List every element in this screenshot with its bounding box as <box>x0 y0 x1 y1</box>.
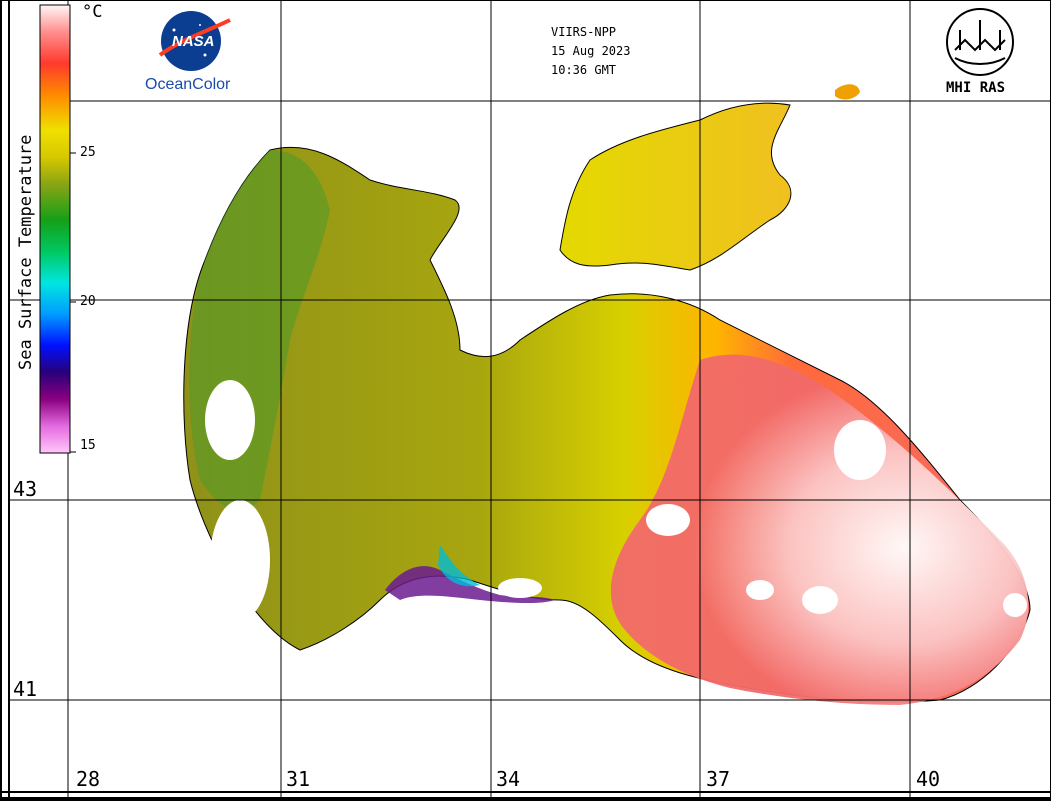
colorbar-tick-25: 25 <box>80 145 96 160</box>
institute-label: MHI RAS <box>946 80 1006 96</box>
nasa-wordmark: NASA <box>172 33 215 50</box>
bottom-tick-bar <box>0 791 1051 801</box>
nasa-logo <box>158 11 231 71</box>
lon-label-28: 28 <box>74 767 103 791</box>
lat-label-41: 41 <box>11 677 40 701</box>
lon-label-31: 31 <box>284 767 313 791</box>
graticule <box>10 0 1051 801</box>
date-label: 15 Aug 2023 <box>551 44 631 58</box>
colorbar-title: Sea Surface Temperature <box>16 134 36 370</box>
lon-label-37: 37 <box>704 767 733 791</box>
lon-label-40: 40 <box>914 767 943 791</box>
left-tick-bar <box>0 0 10 801</box>
time-label: 10:36 GMT <box>551 63 617 77</box>
colorbar-tick-20: 20 <box>80 294 96 309</box>
colorbar <box>39 4 71 454</box>
colorbar-tick-15: 15 <box>80 438 96 453</box>
sea-of-azov <box>559 102 792 271</box>
lon-label-34: 34 <box>494 767 523 791</box>
sensor-label: VIIRS-NPP <box>551 25 617 39</box>
oceancolor-caption: OceanColor <box>145 76 231 93</box>
lat-label-43: 43 <box>11 477 40 501</box>
warm-eastern-region <box>610 354 1029 705</box>
acquisition-info: VIIRS-NPP 15 Aug 2023 10:36 GMT <box>551 23 630 80</box>
mhi-ras-logo <box>946 8 1014 76</box>
colorbar-unit: °C <box>82 2 103 22</box>
cloud-patches <box>205 380 1027 620</box>
